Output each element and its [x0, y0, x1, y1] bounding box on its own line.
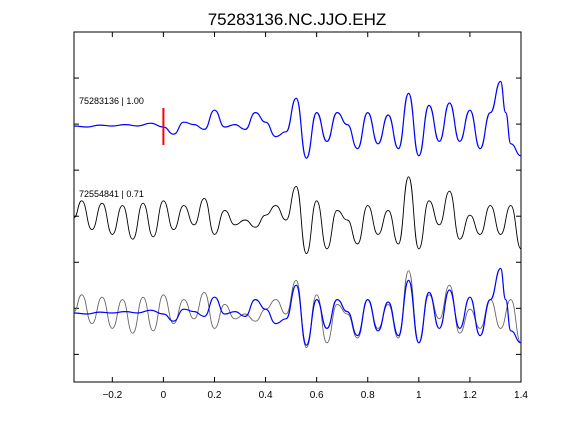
trace-label: 72554841 | 0.71: [79, 189, 144, 199]
trace-line-correlated: [73, 176, 522, 255]
x-axis-ticks: −0.2 0 0.2 0.4 0.6 0.8 1 1.2 1.4: [102, 32, 528, 401]
x-tick-label: 0.8: [361, 390, 375, 401]
trace-label: 75283136 | 1.00: [79, 96, 144, 106]
x-tick-label: 1.2: [463, 390, 477, 401]
trace-labels: 75283136 | 1.00 72554841 | 0.71: [79, 96, 144, 199]
plot-frame: [73, 31, 522, 383]
x-tick-label: 0.4: [259, 390, 273, 401]
chart-title: 75283136.NC.JJO.EHZ: [208, 10, 387, 29]
trace-line-overlay-correlated: [73, 270, 522, 349]
trace-line-master: [73, 80, 522, 159]
x-tick-label: 0.6: [310, 390, 324, 401]
x-tick-label: 1.4: [514, 390, 528, 401]
waveform-traces: [73, 80, 522, 349]
x-tick-label: 0.2: [208, 390, 222, 401]
trace-line-overlay-master: [73, 267, 522, 346]
x-tick-label: −0.2: [102, 390, 122, 401]
y-axis-ticks: [74, 77, 521, 355]
x-tick-label: 1: [416, 390, 422, 401]
x-tick-label: 0: [161, 390, 167, 401]
